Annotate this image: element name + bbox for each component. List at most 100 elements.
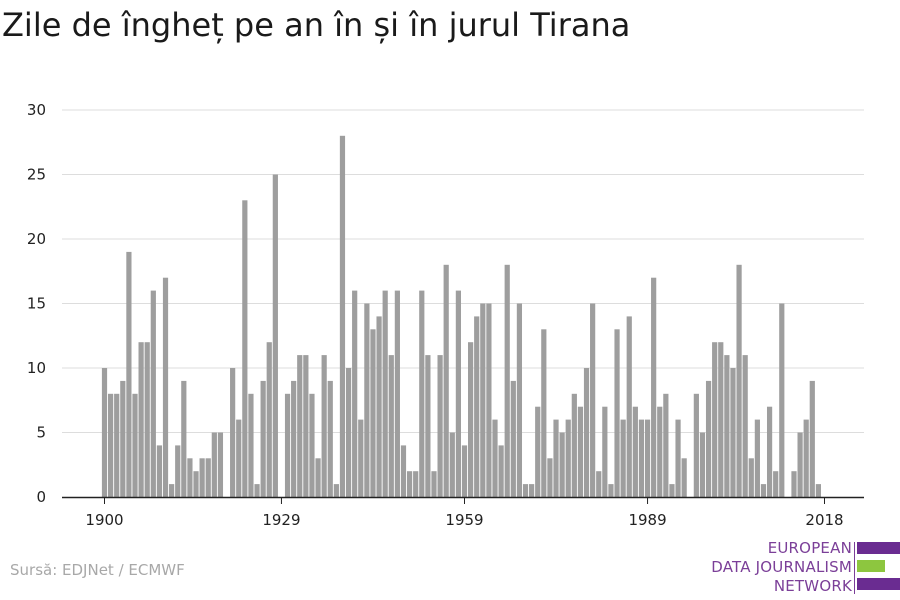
bar-1982 — [602, 406, 608, 497]
bar-1934 — [309, 393, 315, 497]
y-tick-label: 10 — [27, 359, 46, 377]
bar-1906 — [138, 342, 144, 497]
bar-1915 — [193, 471, 199, 497]
bar-1916 — [199, 458, 205, 497]
bar-1966 — [504, 264, 510, 497]
bar-1923 — [242, 200, 248, 498]
bar-1950 — [406, 471, 413, 497]
bar-1980 — [590, 303, 596, 497]
bar-1973 — [547, 458, 553, 497]
bar-1994 — [675, 419, 681, 497]
bar-1955 — [437, 355, 443, 497]
logo-bar-bottom — [857, 578, 900, 590]
y-tick-label: 30 — [27, 101, 46, 119]
bar-1914 — [187, 458, 193, 497]
bar-2009 — [766, 406, 773, 497]
bar-1970 — [529, 484, 535, 497]
logo-line-network: NETWORK — [773, 577, 852, 595]
bar-2006 — [748, 458, 754, 497]
bar-1910 — [162, 277, 169, 497]
bar-1944 — [370, 329, 376, 497]
bar-2014 — [797, 432, 803, 497]
bar-1922 — [236, 419, 242, 497]
bar-1962 — [480, 303, 486, 497]
bar-1949 — [400, 445, 407, 497]
bar-2013 — [791, 471, 797, 497]
bar-2001 — [718, 342, 724, 497]
bar-1960 — [468, 342, 474, 497]
x-tick-label: 2018 — [805, 511, 843, 529]
bar-2017 — [815, 484, 821, 497]
bar-1998 — [699, 432, 706, 497]
bar-1941 — [352, 290, 358, 497]
bar-1991 — [657, 406, 663, 497]
bar-1999 — [705, 380, 712, 497]
bar-1953 — [425, 355, 431, 497]
bar-1976 — [565, 419, 571, 497]
bar-1909 — [156, 445, 163, 497]
edjnet-logo[interactable]: EUROPEAN DATA JOURNALISM NETWORK — [700, 539, 900, 596]
bar-2007 — [754, 419, 760, 497]
bar-1948 — [394, 290, 400, 497]
bar-1977 — [571, 393, 577, 497]
chart-title: Zile de îngheț pe an în și în jurul Tira… — [2, 6, 631, 44]
bar-2008 — [760, 484, 767, 497]
bar-1904 — [126, 251, 132, 497]
bar-1905 — [132, 393, 138, 497]
x-tick-label: 1929 — [262, 511, 300, 529]
bar-1908 — [150, 290, 156, 497]
bar-1924 — [248, 393, 254, 497]
bar-2011 — [779, 303, 785, 497]
bar-2010 — [773, 471, 779, 497]
bar-1968 — [516, 303, 523, 497]
bar-1912 — [175, 445, 181, 497]
x-tick-label: 1989 — [628, 511, 666, 529]
bar-1979 — [583, 368, 590, 497]
bar-1989 — [644, 419, 651, 497]
bar-1945 — [376, 316, 382, 497]
bar-1990 — [651, 277, 657, 497]
bar-1940 — [345, 368, 352, 497]
bar-1954 — [431, 471, 437, 497]
y-tick-label: 15 — [27, 295, 46, 313]
bar-1925 — [254, 484, 260, 497]
bar-1947 — [388, 355, 394, 497]
bar-2004 — [736, 264, 742, 497]
bar-1995 — [681, 458, 687, 497]
logo-bar-top — [857, 542, 900, 554]
bar-1983 — [608, 484, 614, 497]
bar-1930 — [284, 393, 291, 497]
bar-1933 — [303, 355, 309, 497]
bar-1978 — [577, 406, 584, 497]
bar-1931 — [291, 380, 297, 497]
bar-1919 — [217, 432, 224, 497]
logo-bar-middle — [857, 560, 885, 572]
bar-1938 — [333, 484, 339, 497]
bar-1981 — [596, 471, 602, 497]
bar-1959 — [461, 445, 468, 497]
bar-1971 — [535, 406, 541, 497]
y-tick-label: 5 — [36, 424, 46, 442]
bar-1921 — [230, 368, 236, 497]
x-tick-label: 1900 — [85, 511, 123, 529]
bar-1937 — [327, 380, 333, 497]
bar-1964 — [492, 419, 498, 497]
bar-1911 — [169, 484, 175, 497]
bar-1902 — [114, 393, 120, 497]
bar-1963 — [486, 303, 492, 497]
bar-2003 — [730, 368, 736, 497]
bar-1956 — [443, 264, 449, 497]
bar-1917 — [205, 458, 211, 497]
bar-1972 — [541, 329, 547, 497]
bar-1932 — [297, 355, 303, 497]
bar-1952 — [419, 290, 425, 497]
bar-1926 — [260, 380, 266, 497]
bar-1957 — [449, 432, 455, 497]
bar-1984 — [614, 329, 620, 497]
bar-1936 — [321, 355, 327, 497]
bar-1965 — [498, 445, 504, 497]
bar-1986 — [626, 316, 632, 497]
bar-1939 — [339, 135, 346, 498]
bar-1928 — [272, 174, 278, 497]
bar-2015 — [803, 419, 809, 497]
